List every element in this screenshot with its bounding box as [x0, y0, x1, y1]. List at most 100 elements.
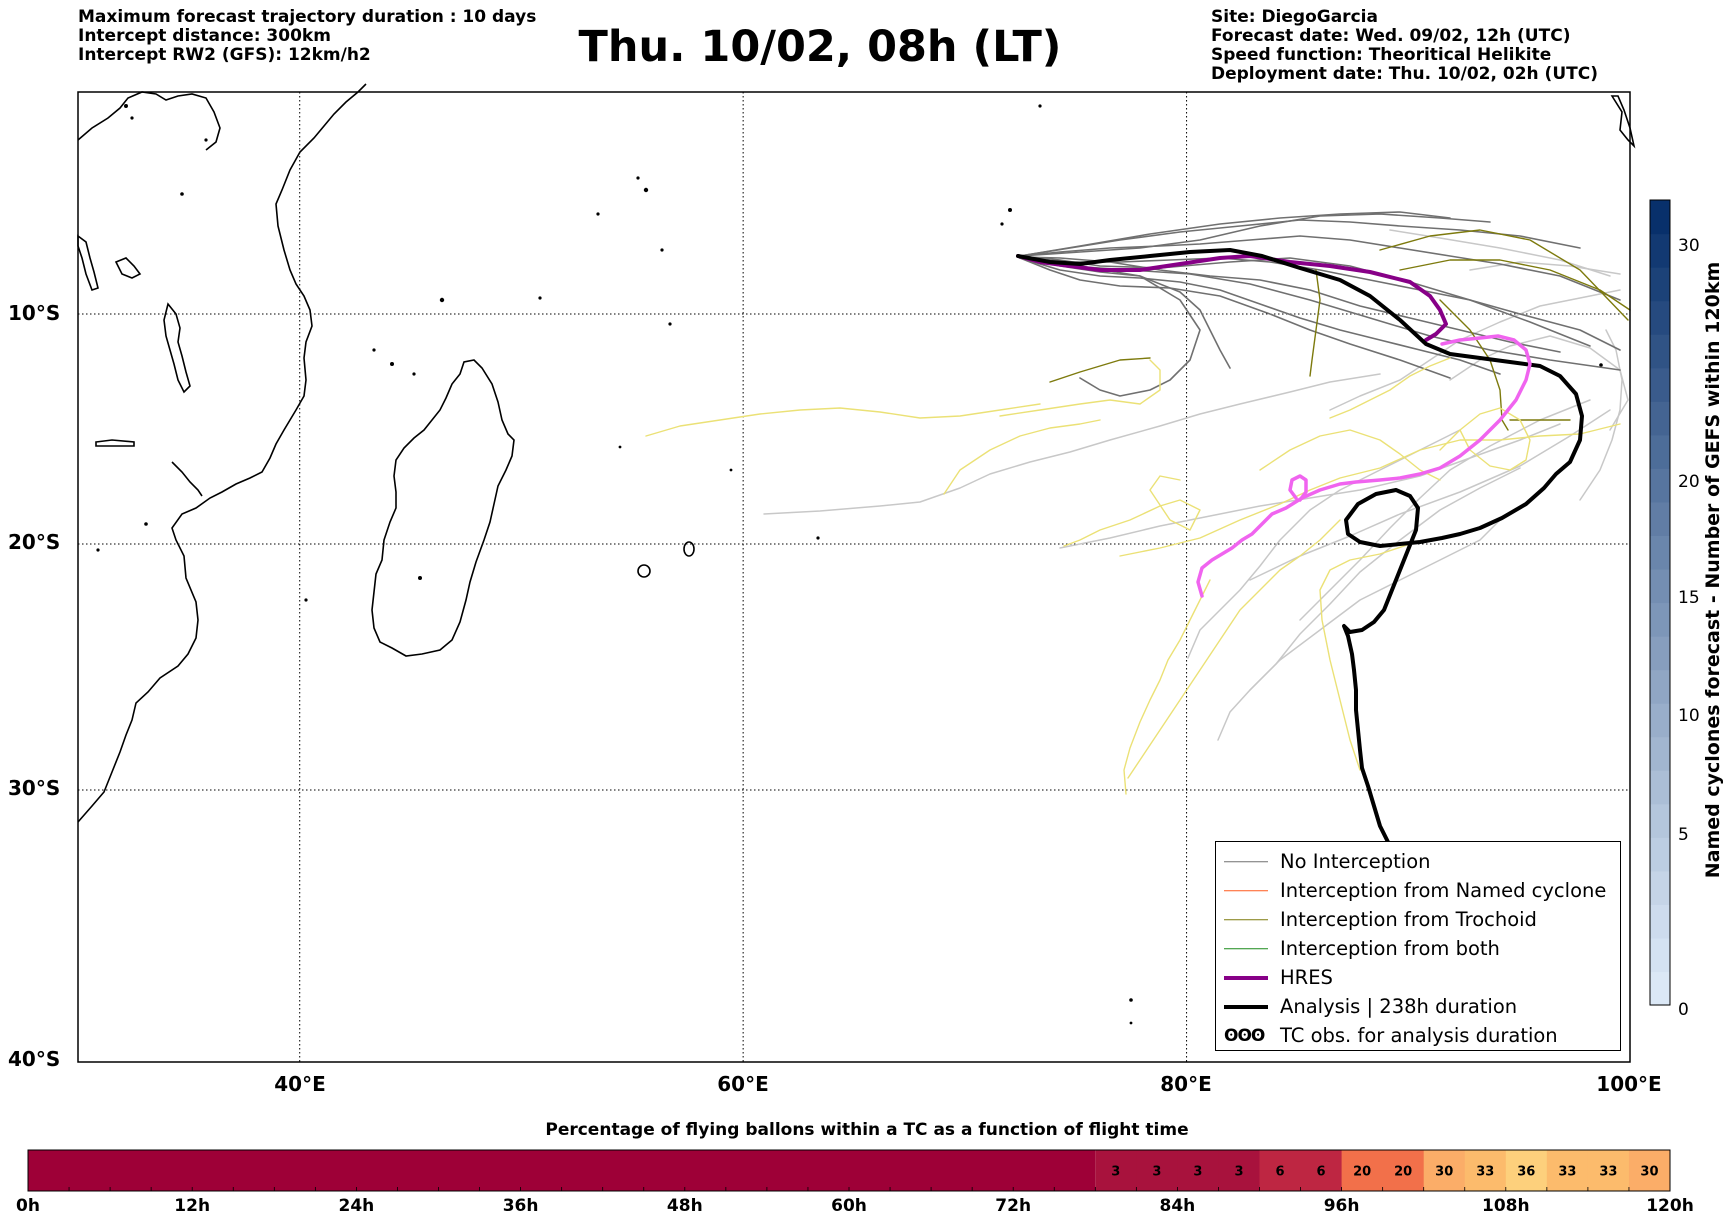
map-frame [77, 91, 1631, 1063]
legend-line-swatch [1224, 918, 1268, 921]
hres-track [1016, 254, 1448, 342]
legend-line-swatch [1224, 975, 1268, 980]
legend-label: No Interception [1280, 850, 1431, 873]
legend-line-swatch [1224, 1004, 1268, 1009]
trochoid-track [1049, 357, 1151, 383]
colorbar-segment [1650, 468, 1670, 503]
colorbar-segment [1650, 267, 1670, 302]
flight-time-cell [1095, 1150, 1137, 1191]
flight-time-cell [1300, 1150, 1343, 1191]
colorbar-tick-0: 0 [1678, 1000, 1689, 1020]
speed-function-text: Speed function: Theoritical Helikite [1211, 45, 1552, 65]
legend-label: Interception from both [1280, 937, 1500, 960]
interception-track-yellow [1259, 429, 1441, 481]
flight-time-hour-label: 0h [16, 1196, 40, 1216]
lake-malawi [95, 439, 135, 447]
ensemble-track-light [1187, 429, 1461, 659]
ensemble-track-light [763, 373, 1381, 515]
island [96, 548, 100, 552]
flight-time-hour-label: 36h [502, 1196, 539, 1216]
colorbar-segment [1650, 837, 1670, 872]
colorbar-segment [1650, 535, 1670, 570]
island [204, 138, 208, 142]
trajectory-tracks [645, 211, 1631, 864]
colorbar-segment [1650, 367, 1670, 402]
flight-time-cell [1218, 1150, 1260, 1191]
colorbar-segment [1650, 300, 1670, 335]
flight-time-cell-label: 33 [1599, 1165, 1617, 1180]
colorbar-tick-10: 10 [1678, 706, 1700, 726]
page-title: Thu. 10/02, 08h (LT) [578, 22, 1062, 72]
island [538, 296, 542, 300]
madagascar-coast [371, 359, 515, 657]
flight-time-hour-label: 60h [831, 1196, 867, 1216]
island [660, 248, 664, 252]
colorbar-segment [1650, 803, 1670, 838]
island [816, 536, 820, 540]
lon-label-60e: 60°E [717, 1072, 769, 1096]
ensemble-track-light [1579, 329, 1623, 501]
island [439, 297, 445, 303]
island [1599, 363, 1603, 367]
flight-time-cell-label: 30 [1640, 1165, 1658, 1180]
colorbar-segment [1650, 736, 1670, 771]
colorbar-segment [1650, 501, 1670, 537]
east-edge-island [1610, 95, 1636, 149]
interception-track-yellow [645, 403, 1041, 437]
legend-item-analysis: Analysis | 238h duration [1216, 992, 1620, 1021]
flight-time-hour-label: 24h [338, 1196, 375, 1216]
ensemble-track [1019, 257, 1201, 397]
legend-line-swatch [1224, 947, 1268, 950]
island [1129, 1021, 1133, 1025]
colorbar-segment [1650, 200, 1670, 235]
ensemble-track [1019, 257, 1501, 375]
map-legend: No Interception Interception from Named … [1215, 841, 1621, 1051]
flight-time-cell-label: 33 [1476, 1165, 1494, 1180]
flight-time-cell-label: 3 [1193, 1165, 1202, 1180]
colorbar-segment [1650, 434, 1670, 469]
flight-time-cell [1546, 1150, 1589, 1191]
flight-time-cell [1587, 1150, 1630, 1191]
reunion-island [683, 541, 695, 557]
flight-time-cell-label: 20 [1394, 1165, 1412, 1180]
header-info-right: Site: DiegoGarcia Forecast date: Wed. 09… [1211, 8, 1598, 84]
island [618, 445, 622, 449]
lon-label-40e: 40°E [274, 1072, 326, 1096]
colorbar-segment [1650, 401, 1670, 436]
header-info-left: Maximum forecast trajectory duration : 1… [78, 8, 536, 65]
island [304, 598, 308, 602]
colorbar-frame [1649, 199, 1671, 1006]
lake-victoria [114, 257, 142, 279]
flight-time-cell-label: 3 [1234, 1165, 1243, 1180]
interception-track-yellow [1439, 407, 1531, 471]
lat-label-20s: 20°S [8, 530, 61, 554]
forecast-date-text: Forecast date: Wed. 09/02, 12h (UTC) [1211, 26, 1571, 46]
colorbar-segment [1650, 937, 1670, 973]
island [668, 322, 672, 326]
legend-item-trochoid: Interception from Trochoid [1216, 905, 1620, 934]
interception-track-yellow [1127, 519, 1341, 779]
flight-time-cell [1464, 1150, 1507, 1191]
deployment-date-text: Deployment date: Thu. 10/02, 02h (UTC) [1211, 64, 1598, 84]
interception-track-yellow [1329, 357, 1451, 419]
island [1008, 208, 1012, 212]
island [1000, 222, 1004, 226]
island [124, 104, 128, 108]
interception-track-yellow [999, 359, 1161, 417]
colorbar-segment [1650, 568, 1670, 604]
legend-label: Interception from Trochoid [1280, 908, 1537, 931]
island [412, 372, 416, 376]
island [372, 348, 376, 352]
legend-label: Analysis | 238h duration [1280, 995, 1518, 1018]
lat-label-10s: 10°S [8, 301, 61, 325]
tc-obs-loop [1288, 474, 1308, 502]
flight-time-hour-label: 48h [666, 1196, 703, 1216]
trochoid-track [1309, 269, 1321, 377]
flight-time-hour-label: 108h [1482, 1196, 1530, 1216]
legend-label: TC obs. for analysis duration [1280, 1024, 1558, 1047]
max-duration-text: Maximum forecast trajectory duration : 1… [78, 7, 537, 27]
flight-time-zero-segment [28, 1150, 1096, 1191]
island [1129, 998, 1133, 1002]
flight-time-cell-label: 6 [1317, 1165, 1326, 1180]
flight-time-hour-label: 120h [1646, 1196, 1694, 1216]
